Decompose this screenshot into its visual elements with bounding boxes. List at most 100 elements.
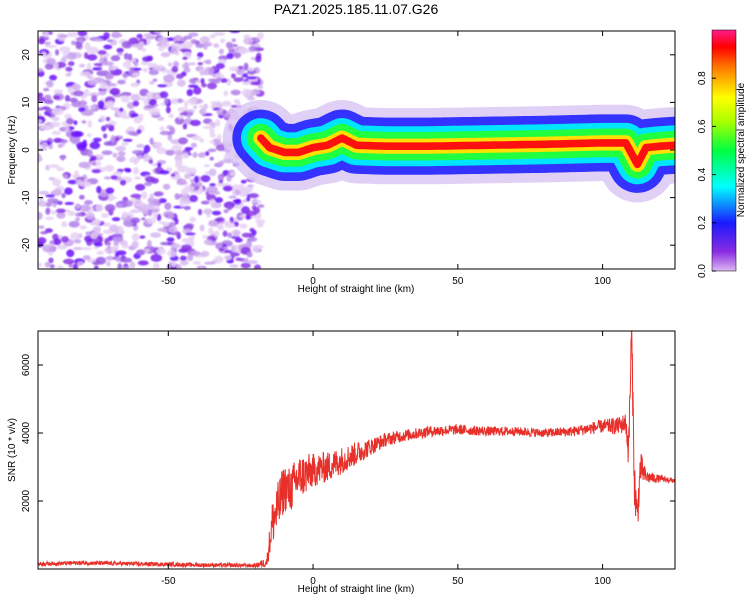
noise-blob	[58, 34, 69, 38]
noise-blob	[38, 38, 46, 45]
noise-blob	[101, 150, 113, 156]
noise-blob	[38, 119, 43, 124]
noise-blob	[192, 260, 201, 265]
noise-blob	[189, 216, 196, 223]
noise-blob	[104, 164, 115, 172]
noise-blob	[229, 171, 236, 176]
noise-blob	[103, 44, 113, 50]
noise-blob	[141, 48, 147, 52]
x-tick-label: 0	[310, 276, 316, 287]
y-tick-label: 2000	[21, 489, 32, 512]
noise-blob	[218, 160, 225, 165]
noise-blob	[152, 262, 160, 269]
noise-blob	[157, 36, 168, 45]
noise-blob	[81, 111, 94, 116]
noise-blob	[86, 149, 93, 158]
noise-blob	[186, 167, 197, 175]
noise-blob	[175, 264, 182, 269]
ridge	[222, 100, 675, 203]
noise-blob	[110, 55, 121, 62]
noise-blob	[143, 144, 151, 153]
noise-blob	[136, 33, 143, 39]
noise-blob	[62, 258, 75, 265]
colorbar-ticks: 0.0 0.2 0.4 0.6 0.8	[697, 71, 716, 278]
noise-blob	[229, 252, 240, 257]
noise-blob	[95, 204, 104, 213]
noise-blob	[160, 52, 171, 58]
noise-blob	[207, 148, 217, 153]
noise-blob	[179, 112, 189, 116]
noise-blob	[133, 61, 139, 67]
noise-blob	[174, 150, 183, 156]
noise-blob	[218, 48, 224, 55]
noise-blob	[142, 67, 148, 73]
noise-blob	[226, 52, 234, 60]
noise-blob	[184, 147, 194, 151]
noise-blob	[122, 61, 132, 68]
noise-blob	[72, 263, 79, 269]
noise-blob	[142, 56, 152, 62]
noise-blob	[208, 220, 219, 227]
colorbar-tick-label: 0.6	[697, 119, 708, 133]
noise-blob	[67, 179, 79, 185]
y-tick-label: -20	[21, 238, 32, 253]
noise-blob	[200, 200, 210, 205]
noise-blob	[209, 34, 216, 39]
noise-blob	[197, 62, 204, 66]
noise-blob	[192, 152, 198, 158]
spectrogram-axis-ticks: -50 0 50 100 -20 -10 0 10 20	[21, 31, 675, 287]
noise-blob	[202, 208, 213, 215]
noise-blob	[165, 149, 175, 156]
noise-blob	[61, 193, 66, 199]
noise-blob	[102, 222, 111, 227]
noise-blob	[110, 33, 123, 38]
snr-series-line	[38, 331, 675, 569]
noise-blob	[228, 195, 237, 199]
noise-blob	[56, 167, 65, 172]
noise-blob	[42, 244, 53, 248]
noise-blob	[186, 254, 194, 262]
noise-blob	[153, 31, 166, 34]
noise-blob	[143, 99, 149, 106]
noise-blob	[215, 119, 221, 127]
noise-blob	[43, 99, 54, 105]
noise-blob	[116, 155, 126, 162]
noise-blob	[208, 227, 214, 235]
noise-blob	[38, 211, 43, 220]
noise-blob	[137, 260, 149, 266]
noise-blob	[105, 255, 115, 261]
noise-blob	[209, 198, 216, 205]
noise-blob	[104, 72, 114, 80]
noise-blob	[150, 254, 163, 262]
noise-blob	[150, 177, 159, 184]
noise-blob	[213, 255, 224, 264]
noise-blob	[47, 197, 59, 204]
noise-blob	[157, 227, 168, 232]
noise-blob	[183, 41, 193, 50]
noise-blob	[56, 211, 66, 219]
noise-blob	[211, 122, 216, 129]
noise-blob	[174, 218, 179, 225]
noise-blob	[227, 232, 233, 238]
noise-blob	[95, 38, 104, 42]
noise-blob	[170, 173, 176, 177]
noise-blob	[189, 119, 201, 127]
ridge-band-5	[257, 134, 675, 169]
noise-blob	[189, 234, 195, 242]
noise-blob	[159, 126, 165, 131]
noise-blob	[171, 261, 176, 268]
noise-blob	[166, 213, 175, 219]
noise-blob	[75, 203, 81, 210]
noise-blob	[86, 54, 98, 61]
noise-blob	[183, 201, 190, 205]
noise-blob	[97, 50, 107, 55]
noise-blob	[209, 156, 214, 161]
noise-blob	[203, 44, 208, 50]
noise-blob	[223, 209, 229, 214]
noise-blob	[149, 137, 154, 145]
noise-blob	[45, 107, 52, 113]
noise-blob	[49, 264, 55, 269]
noise-blob	[143, 33, 155, 38]
noise-blob	[92, 67, 103, 71]
